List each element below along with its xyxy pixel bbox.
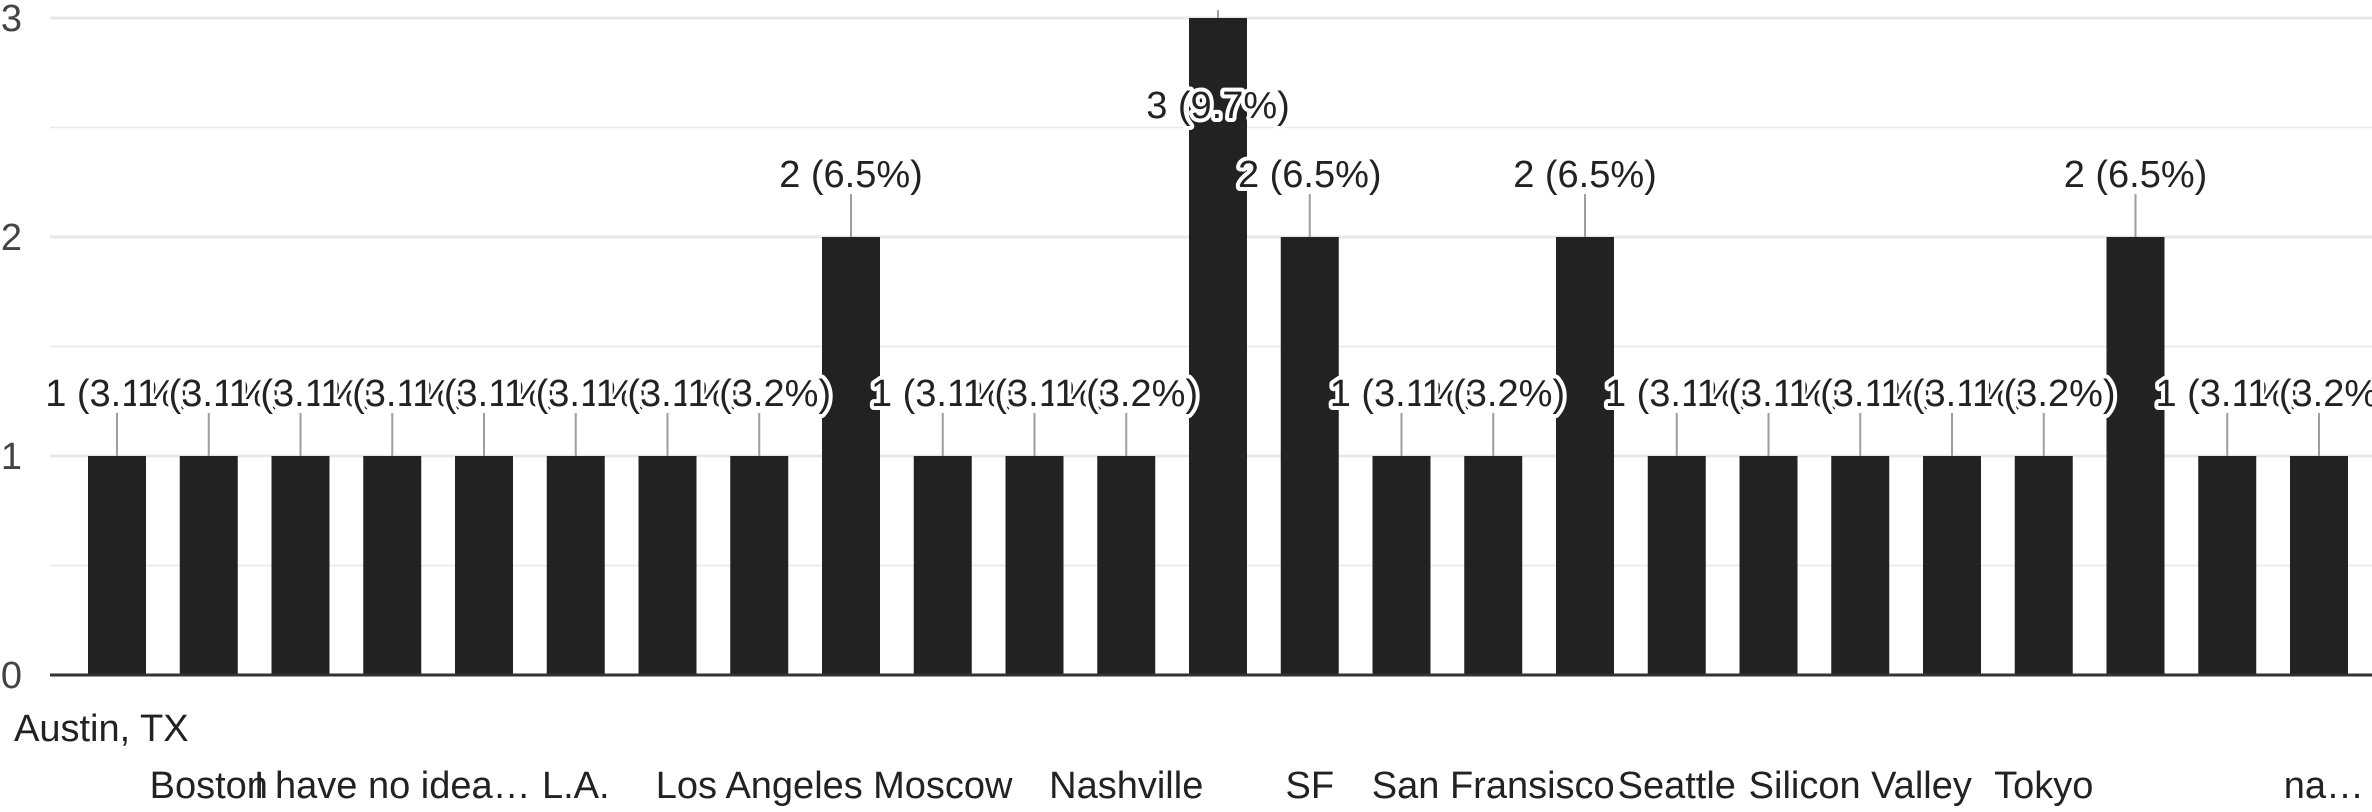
- bar-value-label: 1 (3.1%): [1880, 373, 2024, 415]
- bar: [638, 456, 697, 675]
- bar-value-label: 1 (3.1%): [1330, 373, 1474, 415]
- bar: [1556, 237, 1614, 675]
- x-tick-label: SF: [1285, 765, 1334, 807]
- bar: [2014, 456, 2073, 675]
- bar-value-label: 2 (6.5%): [2064, 154, 2208, 196]
- y-tick-label: 1: [1, 436, 22, 478]
- x-tick-label: Nashville: [1049, 765, 1203, 807]
- bar-value-label: 1 (3.1%): [2155, 373, 2299, 415]
- bar: [730, 456, 789, 675]
- bar-value-label: 1 (3.1%): [1788, 373, 1932, 415]
- bar: [1189, 18, 1247, 675]
- label-leader-lines: [116, 10, 2320, 456]
- bars: [88, 18, 2348, 675]
- bar: [1464, 456, 1523, 675]
- bar: [1739, 456, 1798, 675]
- bar-value-label: 1 (3.1%): [504, 373, 648, 415]
- x-tick-label: Silicon Valley: [1749, 765, 1972, 807]
- bar: [1005, 456, 1064, 675]
- bar-value-label: 1 (3.2%): [1054, 373, 1198, 415]
- bar: [1923, 456, 1981, 675]
- x-tick-label: Austin, TX: [14, 708, 189, 750]
- bar-value-label: 2 (6.5%): [1238, 154, 1382, 196]
- bar: [88, 456, 146, 675]
- bar: [2198, 456, 2257, 675]
- bar-value-label: 1 (3.2%): [2247, 373, 2372, 415]
- x-tick-label: San Fransisco: [1372, 765, 1615, 807]
- y-axis-tick-labels: 0 1 2 3: [1, 0, 22, 697]
- bar: [913, 456, 972, 675]
- bar-value-label: 1 (3.2%): [1972, 373, 2116, 415]
- x-tick-label: Seattle: [1618, 765, 1736, 807]
- x-tick-label: Tokyo: [1994, 765, 2093, 807]
- bar-value-label: 1 (3.1%): [1697, 373, 1841, 415]
- bar: [363, 456, 422, 675]
- bar-value-label: 2 (6.5%): [779, 154, 923, 196]
- bar-value-label: 1 (3.2%): [687, 373, 831, 415]
- bar: [1372, 456, 1431, 675]
- x-tick-label: na…: [2284, 765, 2364, 807]
- bar: [2106, 237, 2165, 675]
- bar: [1831, 456, 1890, 675]
- bar-value-label: 1 (3.1%): [963, 373, 1107, 415]
- bar-value-label: 1 (3.1%): [320, 373, 464, 415]
- bar: [1280, 237, 1339, 675]
- bar: [455, 456, 513, 675]
- x-tick-label: L.A.: [542, 765, 610, 807]
- x-tick-label: Los Angeles: [656, 765, 863, 807]
- bar-value-label: 1 (3.1%): [412, 373, 556, 415]
- bar-value-label: 3 (9.7%): [1146, 85, 1290, 127]
- x-tick-label: I have no idea…: [254, 765, 531, 807]
- y-tick-label: 0: [1, 655, 22, 697]
- bar: [822, 237, 880, 675]
- bar: [271, 456, 330, 675]
- bar: [2290, 456, 2348, 675]
- bar-value-label: 1 (3.1%): [596, 373, 740, 415]
- bar-value-label: 1 (3.1%): [871, 373, 1015, 415]
- x-tick-label: Moscow: [873, 765, 1013, 807]
- bar: [179, 456, 238, 675]
- bar-value-label: 2 (6.5%): [1513, 154, 1657, 196]
- y-tick-label: 2: [1, 217, 22, 259]
- bar: [1647, 456, 1706, 675]
- bar: [1097, 456, 1156, 675]
- bar: [546, 456, 605, 675]
- bar-value-label: 1 (3.2%): [1421, 373, 1565, 415]
- bar-value-label: 1 (3.1%): [229, 373, 373, 415]
- bar-value-label: 1 (3.1%): [137, 373, 281, 415]
- bar-value-labels: 1 (3.1%)1 (3.1%)1 (3.1%)1 (3.1%)1 (3.1%)…: [41, 81, 2372, 419]
- bar-value-label: 1 (3.1%): [1605, 373, 1749, 415]
- y-tick-label: 3: [1, 0, 22, 40]
- x-tick-label: Boston: [150, 765, 268, 807]
- bar-value-label: 1 (3.1%): [45, 373, 189, 415]
